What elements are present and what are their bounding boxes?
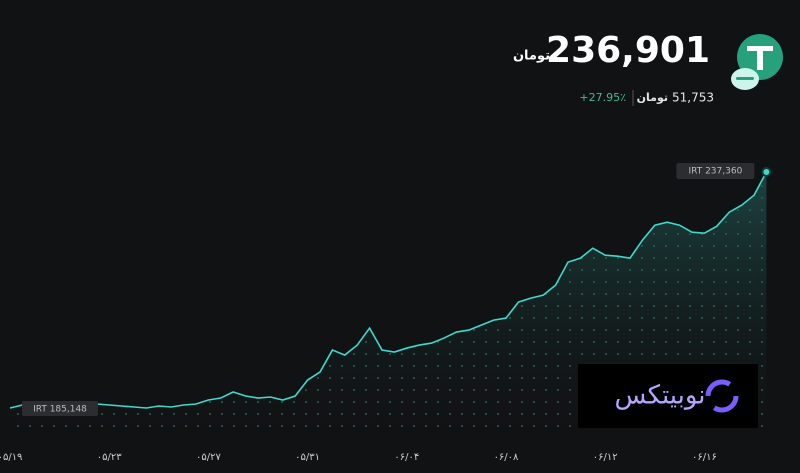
end-point [761, 167, 772, 177]
x-tick-label: ۰۵/۱۹ [0, 452, 22, 463]
end-label: IRT 237,360 [688, 167, 742, 177]
plot: ۰۵/۱۹ ۰۵/۲۳ ۰۵/۲۷ ۰۵/۳۱ ۰۶/۰۴ ۰۶/۰۸ ۰۶/۱۲ ۰۶/۱۶… [0, 163, 772, 463]
x-tick-label: ۰۵/۳۱ [295, 452, 320, 463]
area-dots [10, 172, 767, 430]
price: 236,901 [546, 30, 710, 71]
x-tick-label: ۰۵/۲۷ [196, 452, 221, 463]
x-tick-label: ۰۶/۰۸ [494, 452, 519, 463]
change-unit: تومان [637, 91, 668, 104]
brand-name: نوبیتکس [614, 381, 705, 411]
brand-box: نوبیتکس [578, 364, 758, 428]
price-unit: تومان [513, 49, 550, 64]
start-label-box [22, 401, 98, 416]
x-tick-label: ۰۶/۱۲ [593, 452, 618, 463]
price-line [9, 171, 768, 409]
x-tick-label: ۰۶/۱۶ [692, 452, 717, 463]
x-tick-label: ۰۶/۰۴ [394, 452, 419, 463]
end-label-box [676, 163, 755, 179]
change-amount: 51,753 [672, 91, 714, 105]
start-label: IRT 185,148 [33, 405, 87, 415]
coin-icon [731, 34, 783, 90]
change-percent: +27.95٪ [579, 91, 626, 104]
x-tick-label: ۰۵/۲۳ [97, 452, 122, 463]
